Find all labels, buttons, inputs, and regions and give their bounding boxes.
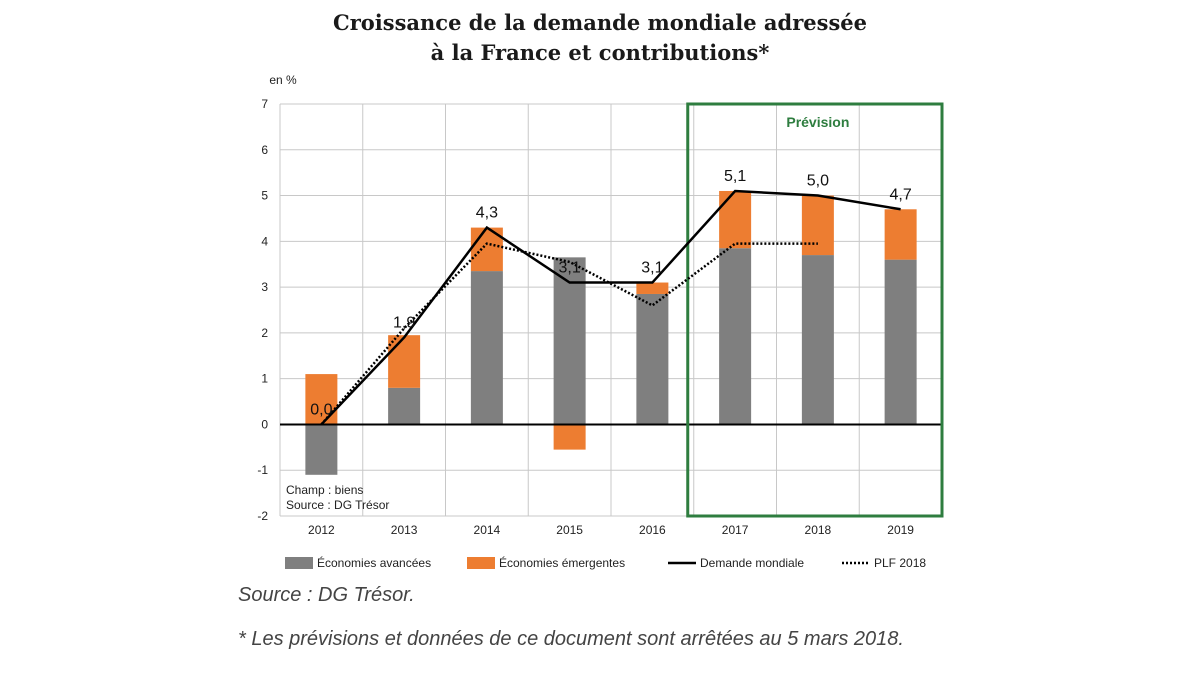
x-tick-label: 2015 [556,523,583,537]
y-tick-label: 0 [261,417,268,431]
bar-emerging [884,209,917,260]
y-tick-label: 3 [261,280,268,294]
bar-emerging [305,374,338,425]
x-tick-label: 2016 [639,523,666,537]
y-unit-label: en % [269,73,297,87]
data-label: 3,1 [559,260,581,277]
legend: Économies avancées Économies émergentes De… [285,555,926,570]
bar-emerging [801,195,834,256]
data-label: 5,1 [724,168,746,185]
x-tick-label: 2017 [722,523,749,537]
legend-label: Économies émergentes [499,555,625,570]
chart-title: Croissance de la demande mondiale adress… [0,8,1200,68]
forecast-label: Prévision [786,114,849,130]
x-tick-label: 2012 [308,523,335,537]
chart-title-line-1: Croissance de la demande mondiale adress… [333,10,867,35]
chart-title-line-2: à la France et contributions* [430,40,770,65]
source-note: Source : DG Trésor. [238,584,415,606]
bar-advanced [636,293,669,425]
y-tick-label: 4 [261,234,268,248]
bar-emerging [636,282,669,294]
data-label: 3,1 [641,260,663,277]
bar-emerging [719,190,752,249]
y-tick-label: -1 [257,463,268,477]
bars [305,190,917,475]
plf-2018-line [320,242,818,426]
axes: -2 -1 0 1 2 3 4 5 6 7en % 2012 2013 2014 2015 2016 2017… [257,73,944,537]
bar-advanced [884,259,917,425]
bar-advanced [470,271,503,425]
bar-advanced [553,257,586,425]
y-tick-label: 2 [261,326,268,340]
data-label: 1,9 [393,314,415,331]
data-label: 0,0 [310,401,332,418]
world-demand-line [320,189,901,426]
bar-advanced [388,387,421,425]
forecast-box [686,102,944,518]
y-tick-label: -2 [257,509,268,523]
x-tick-label: 2013 [391,523,418,537]
bar-emerging [553,424,586,450]
x-tick-label: 2018 [805,523,832,537]
bar-advanced [305,424,338,475]
data-label: 4,7 [890,186,912,203]
legend-swatch [285,557,313,569]
legend-label: PLF 2018 [874,556,926,570]
data-labels: 0,0 1,9 4,3 3,1 3,1 5,1 5,0 4,7 Champ : biensSou… [286,168,912,512]
chart-annotation: Champ : biens [286,483,363,497]
y-tick-label: 1 [261,372,268,386]
footnote: * Les prévisions et données de ce docume… [238,628,904,650]
y-tick-label: 5 [261,189,268,203]
y-tick-label: 6 [261,143,268,157]
data-label: 4,3 [476,205,498,222]
data-label: 5,0 [807,173,829,190]
lines [320,189,901,426]
y-tick-label: 7 [261,97,268,111]
chart-annotation: Source : DG Trésor [286,498,389,512]
bar-emerging [388,335,421,388]
x-tick-label: 2014 [474,523,501,537]
grid [279,103,943,517]
bar-advanced [801,255,834,425]
legend-swatch [467,557,495,569]
x-tick-label: 2019 [887,523,914,537]
legend-label: Demande mondiale [700,556,804,570]
bar-advanced [719,248,752,425]
legend-label: Économies avancées [317,555,431,570]
